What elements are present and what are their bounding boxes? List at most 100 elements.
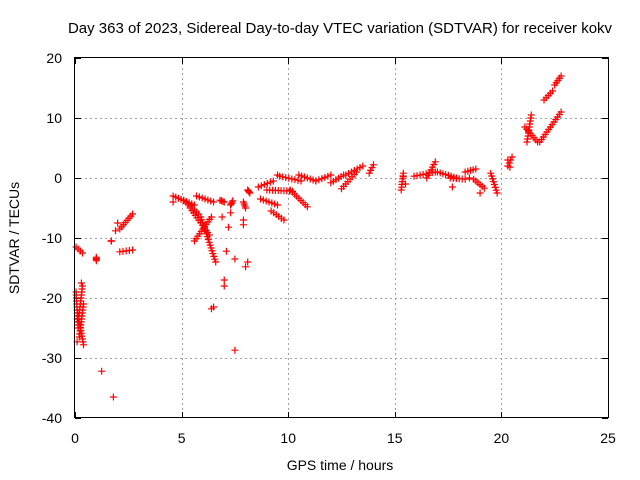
data-point	[112, 227, 120, 235]
data-point	[212, 258, 220, 266]
data-point	[280, 216, 288, 224]
data-point	[279, 173, 287, 181]
data-point	[78, 249, 86, 257]
data-point	[207, 305, 215, 313]
data-point	[493, 189, 501, 197]
data-point	[315, 176, 323, 184]
data-point	[220, 276, 228, 284]
data-point	[231, 346, 239, 354]
data-point	[229, 197, 237, 205]
y-tick-label: 0	[54, 170, 62, 186]
x-tick-label: 15	[387, 430, 403, 446]
data-point	[282, 174, 290, 182]
data-point	[508, 153, 516, 161]
data-point	[244, 258, 252, 266]
data-point	[303, 203, 311, 211]
y-tick-label: -10	[42, 230, 62, 246]
data-point	[239, 221, 247, 229]
data-point	[476, 189, 484, 197]
data-point	[92, 253, 100, 261]
data-point	[527, 111, 535, 119]
data-point	[312, 177, 320, 185]
data-point	[220, 282, 228, 290]
data-point	[327, 171, 335, 179]
chart-title: Day 363 of 2023, Sidereal Day-to-day VTE…	[68, 20, 613, 37]
x-tick-labels: 0 5 10 15 20 25	[71, 430, 616, 446]
y-tick-label: -40	[42, 410, 62, 426]
y-tick-label: -20	[42, 290, 62, 306]
data-point	[109, 393, 117, 401]
data-point	[245, 188, 253, 196]
data-point	[242, 263, 250, 271]
data-point	[225, 223, 233, 231]
data-point	[461, 175, 469, 183]
data-point	[401, 180, 409, 188]
data-point	[297, 177, 305, 185]
data-points	[72, 72, 565, 401]
y-tick-label: 10	[46, 110, 62, 126]
data-point	[107, 237, 115, 245]
data-point	[228, 198, 236, 206]
data-point	[129, 246, 137, 254]
data-point	[227, 209, 235, 217]
data-point	[431, 158, 439, 166]
data-point	[465, 174, 473, 182]
data-point	[285, 174, 293, 182]
data-point	[266, 178, 274, 186]
data-point	[269, 177, 277, 185]
y-axis-label: SDTVAR / TECUs	[6, 182, 22, 294]
data-point	[222, 247, 230, 255]
data-point	[399, 173, 407, 181]
data-point	[220, 198, 228, 206]
x-tick-label: 10	[280, 430, 296, 446]
data-point	[210, 198, 218, 206]
data-point	[557, 72, 565, 80]
data-point	[324, 172, 332, 180]
data-point	[274, 201, 282, 209]
data-point	[506, 163, 514, 171]
x-tick-label: 0	[71, 430, 79, 446]
data-point	[505, 159, 513, 167]
data-point	[218, 213, 226, 221]
data-point	[98, 367, 106, 375]
data-point	[263, 179, 271, 187]
data-point	[207, 213, 215, 221]
data-point	[114, 219, 122, 227]
y-tick-label: 20	[46, 50, 62, 66]
data-point	[77, 279, 85, 287]
y-tick-label: -30	[42, 350, 62, 366]
x-axis-label: GPS time / hours	[287, 457, 394, 473]
data-point	[359, 162, 367, 170]
data-point	[480, 184, 488, 192]
data-point	[321, 173, 329, 181]
data-point	[294, 176, 302, 184]
data-point	[242, 204, 250, 212]
data-point	[80, 300, 88, 308]
data-point	[254, 183, 262, 191]
x-tick-label: 5	[178, 430, 186, 446]
data-point	[129, 210, 137, 218]
data-point	[557, 108, 565, 116]
x-tick-label: 25	[600, 430, 616, 446]
x-tick-label: 20	[494, 430, 510, 446]
data-point	[246, 189, 254, 197]
data-point	[257, 182, 265, 190]
data-point	[260, 181, 268, 189]
data-point	[472, 165, 480, 173]
y-tick-labels: 20 10 0 -10 -20 -30 -40	[42, 50, 62, 426]
data-point	[318, 175, 326, 183]
data-point	[78, 282, 86, 290]
data-point	[369, 161, 377, 169]
data-point	[291, 176, 299, 184]
data-point	[274, 171, 282, 179]
data-point	[231, 255, 239, 263]
data-point	[169, 198, 177, 206]
data-point	[448, 183, 456, 191]
data-point	[504, 156, 512, 164]
data-point	[288, 175, 296, 183]
data-point	[80, 341, 88, 349]
data-point	[549, 87, 557, 95]
plot-frame	[74, 57, 609, 418]
